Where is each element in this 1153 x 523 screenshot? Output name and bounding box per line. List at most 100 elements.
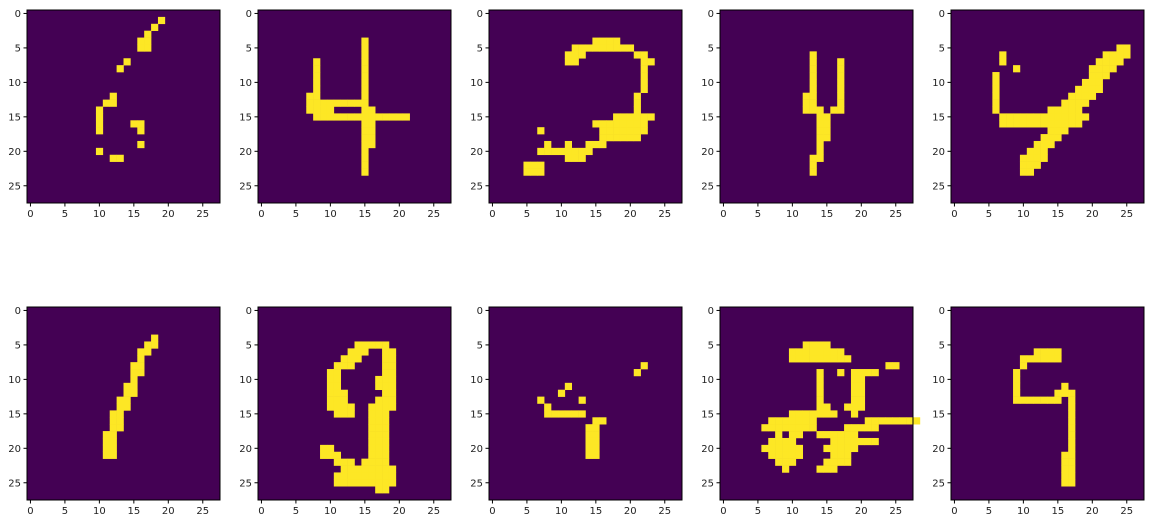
y-tick-label: 25 (470, 478, 483, 489)
x-tick-label: 0 (720, 506, 726, 517)
pixel-cell (382, 417, 390, 425)
pixel-cell (809, 417, 817, 425)
y-tick-label: 20 (239, 147, 252, 158)
pixel-cell (585, 444, 593, 453)
pixel-cell (537, 127, 545, 135)
y-tick-label: 0 (477, 306, 483, 317)
pixel-cell (871, 437, 879, 446)
pixel-cell (619, 134, 628, 142)
pixel-cell (802, 106, 810, 114)
pixel-cell (844, 437, 852, 446)
pixel-cell (544, 140, 552, 149)
pixel-cell (313, 78, 321, 87)
pixel-cell (333, 362, 342, 370)
pixel-cell (361, 37, 369, 45)
pixel-cell (640, 113, 648, 121)
x-tick-label: 25 (1120, 506, 1133, 517)
pixel-cell (551, 147, 559, 156)
pixel-cell (606, 44, 614, 52)
x-tick-label: 0 (27, 209, 33, 220)
pixel-cell (992, 99, 1000, 107)
pixel-cell (1033, 154, 1041, 162)
pixel-cell (768, 451, 776, 459)
pixel-cell (361, 44, 369, 52)
pixel-cell (388, 362, 397, 370)
pixel-cell (1033, 355, 1041, 363)
pixel-cell (320, 99, 328, 107)
pixel-cell (864, 417, 872, 425)
pixel-cell (375, 424, 383, 432)
pixel-cell (544, 410, 552, 418)
pixel-cell (144, 348, 152, 356)
pixel-cell (885, 417, 893, 425)
axes-frame (719, 9, 914, 204)
y-tick-label: 20 (932, 444, 945, 455)
pixel-cell (844, 444, 852, 453)
pixel-cell (1088, 78, 1097, 87)
pixel-cell (333, 403, 342, 411)
y-tick-label: 20 (239, 444, 252, 455)
pixel-cell (382, 396, 390, 404)
x-tick-label: 5 (62, 209, 68, 220)
pixel-cell (802, 417, 810, 425)
pixel-cell (361, 99, 369, 107)
x-tick-label: 0 (27, 506, 33, 517)
pixel-cell (544, 403, 552, 411)
pixel-cell (816, 375, 824, 384)
pixel-cell (1068, 113, 1076, 121)
pixel-cell (1116, 44, 1124, 52)
y-tick-label: 15 (701, 409, 714, 420)
pixel-cell (809, 99, 817, 107)
x-tick-label: 25 (658, 506, 671, 517)
panel-7: 0 5 10 15 20 25 0 5 10 15 20 25 (239, 306, 452, 517)
pixel-cell (137, 355, 145, 363)
pixel-cell (361, 85, 369, 94)
panel-4: 0 5 10 15 20 25 0 5 10 15 20 25 (701, 9, 914, 220)
x-tick-label: 15 (589, 209, 602, 220)
pixel-cell (1068, 410, 1076, 418)
pixel-cell (1081, 92, 1090, 100)
pixel-cell (999, 120, 1007, 128)
pixel-cell (347, 348, 355, 356)
pixel-cell (382, 437, 390, 446)
pixel-cell (850, 424, 859, 432)
pixel-cell (1047, 140, 1055, 149)
pixel-cell (775, 451, 783, 459)
pixel-cell (368, 134, 376, 142)
pixel-cell (347, 458, 355, 466)
y-tick-label: 5 (708, 43, 714, 54)
pixel-cell (837, 348, 845, 356)
pixel-cell (592, 37, 600, 45)
x-tick-label: 15 (358, 209, 371, 220)
y-tick-label: 15 (8, 112, 21, 123)
pixel-cell (823, 403, 831, 411)
pixel-cell (782, 444, 790, 453)
pixel-cell (775, 444, 783, 453)
pixel-cell (633, 134, 641, 142)
x-tick-label: 10 (324, 209, 337, 220)
x-tick-label: 10 (1017, 209, 1030, 220)
pixel-cell (1102, 51, 1110, 59)
pixel-cell (885, 362, 893, 370)
pixel-cell (354, 465, 362, 473)
y-tick-label: 20 (701, 444, 714, 455)
pixel-cell (361, 147, 369, 156)
pixel-cell (382, 444, 390, 453)
pixel-cell (1019, 396, 1028, 404)
pixel-cell (992, 106, 1000, 114)
axes-frame (257, 306, 452, 501)
pixel-cell (795, 431, 804, 439)
pixel-cell (1040, 355, 1048, 363)
pixel-cell (802, 410, 810, 418)
pixel-cell (1075, 113, 1083, 121)
pixel-cell (768, 417, 776, 425)
pixel-cell (1068, 106, 1076, 114)
pixel-cell (795, 451, 804, 459)
pixel-cell (144, 30, 152, 38)
pixel-cell (523, 161, 531, 169)
pixel-cell (375, 410, 383, 418)
pixel-cell (123, 382, 131, 391)
pixel-cell (368, 479, 376, 487)
heatmap-background (489, 10, 682, 203)
pixel-cell (313, 92, 321, 100)
